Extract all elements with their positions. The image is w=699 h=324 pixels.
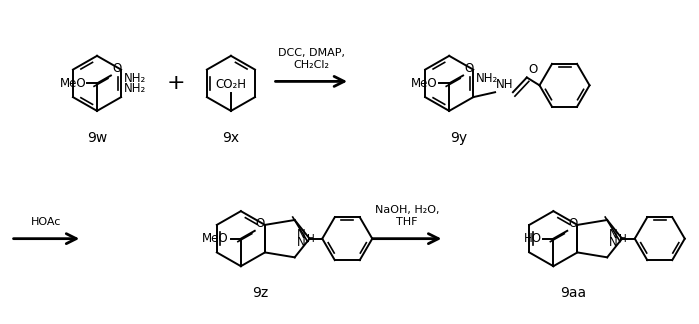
Text: MeO: MeO <box>411 77 438 90</box>
Text: DCC, DMAP,
CH₂Cl₂: DCC, DMAP, CH₂Cl₂ <box>278 48 345 70</box>
Text: H: H <box>307 234 315 244</box>
Text: NH₂: NH₂ <box>476 72 498 85</box>
Text: HO: HO <box>524 232 542 245</box>
Text: +: + <box>167 73 186 93</box>
Text: N: N <box>609 237 618 249</box>
Text: N: N <box>609 228 618 241</box>
Text: 9w: 9w <box>87 131 107 145</box>
Text: CO₂H: CO₂H <box>215 78 247 91</box>
Text: NaOH, H₂O,
THF: NaOH, H₂O, THF <box>375 205 439 227</box>
Text: N: N <box>296 237 305 249</box>
Text: MeO: MeO <box>59 77 86 90</box>
Text: O: O <box>112 62 121 75</box>
Text: HOAc: HOAc <box>31 217 62 227</box>
Text: N: N <box>296 228 305 241</box>
Text: 9aa: 9aa <box>560 286 586 300</box>
Text: 9y: 9y <box>451 131 468 145</box>
Text: O: O <box>529 63 538 75</box>
Text: 9z: 9z <box>252 286 269 300</box>
Text: O: O <box>256 217 265 230</box>
Text: O: O <box>464 62 473 75</box>
Text: H: H <box>619 234 627 244</box>
Text: NH₂: NH₂ <box>124 82 146 95</box>
Text: O: O <box>568 217 577 230</box>
Text: 9x: 9x <box>222 131 240 145</box>
Text: NH: NH <box>496 78 514 91</box>
Text: MeO: MeO <box>202 232 229 245</box>
Text: NH₂: NH₂ <box>124 72 146 85</box>
